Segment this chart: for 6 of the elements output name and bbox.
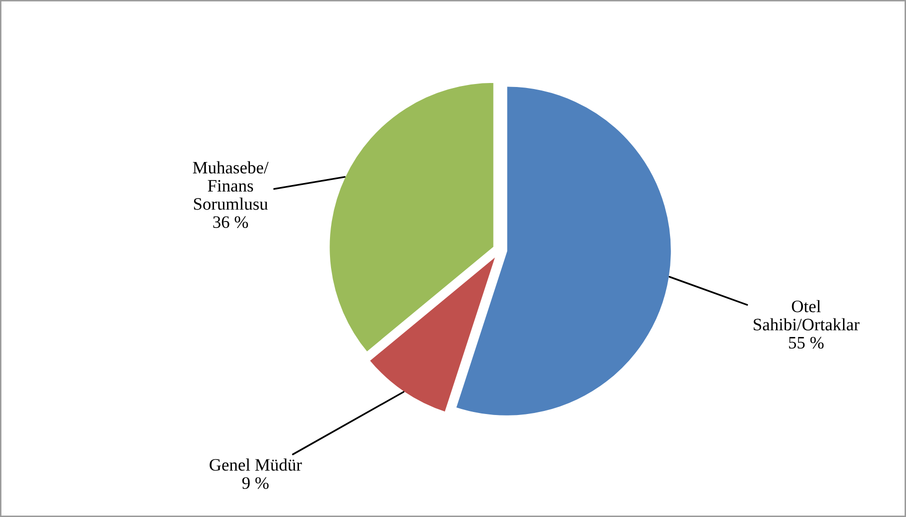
data-label: 36 % (213, 216, 248, 228)
data-label: 9 % (242, 477, 269, 489)
slice-label: Genel Müdür (210, 458, 302, 471)
data-label: 55 % (789, 336, 824, 349)
slice-label: Muhasebe/ Finans Sorumlusu (192, 161, 269, 210)
slice-label: Otel Sahibi/Ortaklar (754, 300, 860, 330)
